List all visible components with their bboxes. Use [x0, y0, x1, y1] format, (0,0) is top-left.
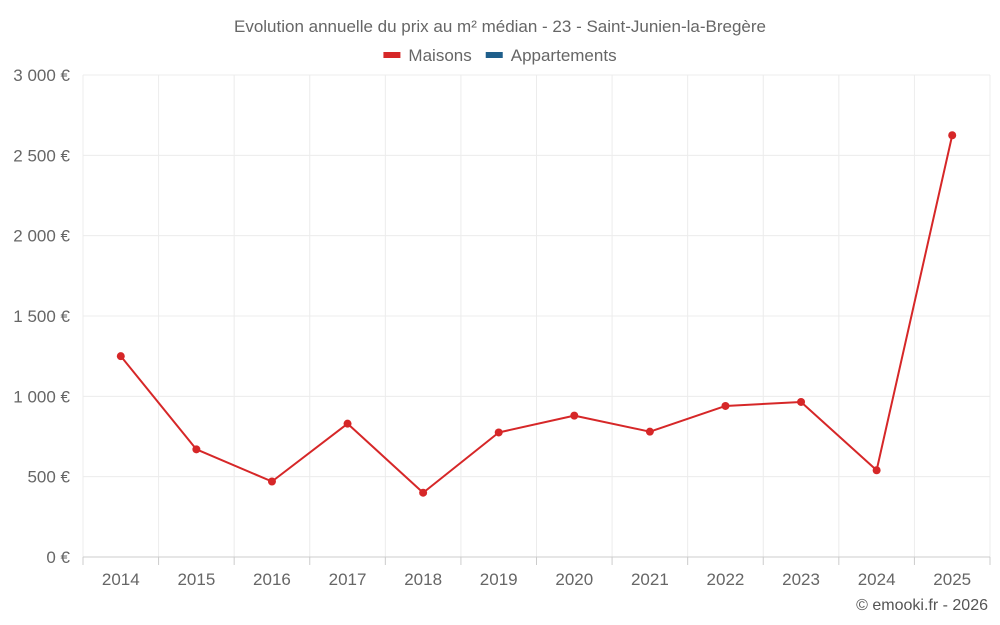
- y-tick-label: 2 000 €: [13, 227, 70, 246]
- data-point[interactable]: [570, 411, 579, 420]
- data-point[interactable]: [419, 488, 428, 497]
- y-axis: 0 € 500 € 1 000 € 1 500 € 2 000 € 2 500 € 3 00…: [13, 66, 70, 567]
- x-tick-label: 2025: [933, 570, 971, 589]
- legend-label-appartements[interactable]: Appartements: [511, 46, 617, 65]
- grid: [82, 74, 991, 557]
- data-point[interactable]: [948, 131, 957, 140]
- y-tick-label: 1 500 €: [13, 307, 70, 326]
- x-tick-label: 2014: [102, 570, 140, 589]
- x-tick-label: 2019: [480, 570, 518, 589]
- legend[interactable]: Maisons Appartements: [383, 46, 617, 65]
- data-point[interactable]: [494, 428, 503, 437]
- data-point[interactable]: [797, 397, 806, 406]
- data-point[interactable]: [116, 352, 125, 361]
- x-tick-label: 2024: [858, 570, 896, 589]
- x-tick-label: 2023: [782, 570, 820, 589]
- x-tick-label: 2018: [404, 570, 442, 589]
- y-tick-label: 500 €: [27, 468, 70, 487]
- data-point[interactable]: [343, 419, 352, 428]
- x-tick-label: 2020: [555, 570, 593, 589]
- series-layer: [116, 131, 957, 497]
- data-point[interactable]: [192, 445, 201, 454]
- legend-label-maisons[interactable]: Maisons: [408, 46, 471, 65]
- chart-title: Evolution annuelle du prix au m² médian …: [234, 17, 766, 36]
- series-line-maisons: [120, 135, 954, 494]
- data-point[interactable]: [872, 466, 881, 475]
- x-tick-label: 2015: [177, 570, 215, 589]
- y-tick-label: 3 000 €: [13, 66, 70, 85]
- x-tick-label: 2017: [329, 570, 367, 589]
- x-tick-label: 2016: [253, 570, 291, 589]
- data-point[interactable]: [267, 477, 276, 486]
- y-tick-label: 1 000 €: [13, 387, 70, 406]
- credit-text: © emooki.fr - 2026: [856, 597, 988, 614]
- legend-swatch-maisons[interactable]: [383, 52, 401, 58]
- x-tick-label: 2021: [631, 570, 669, 589]
- legend-swatch-appartements[interactable]: [485, 52, 503, 58]
- x-axis: 2014 2015 2016 2017 2018 2019 2020 2021 2022 2023…: [82, 556, 991, 589]
- y-tick-label: 2 500 €: [13, 146, 70, 165]
- x-tick-label: 2022: [707, 570, 745, 589]
- data-point[interactable]: [645, 427, 654, 436]
- y-tick-label: 0 €: [46, 548, 70, 567]
- data-point[interactable]: [721, 401, 730, 410]
